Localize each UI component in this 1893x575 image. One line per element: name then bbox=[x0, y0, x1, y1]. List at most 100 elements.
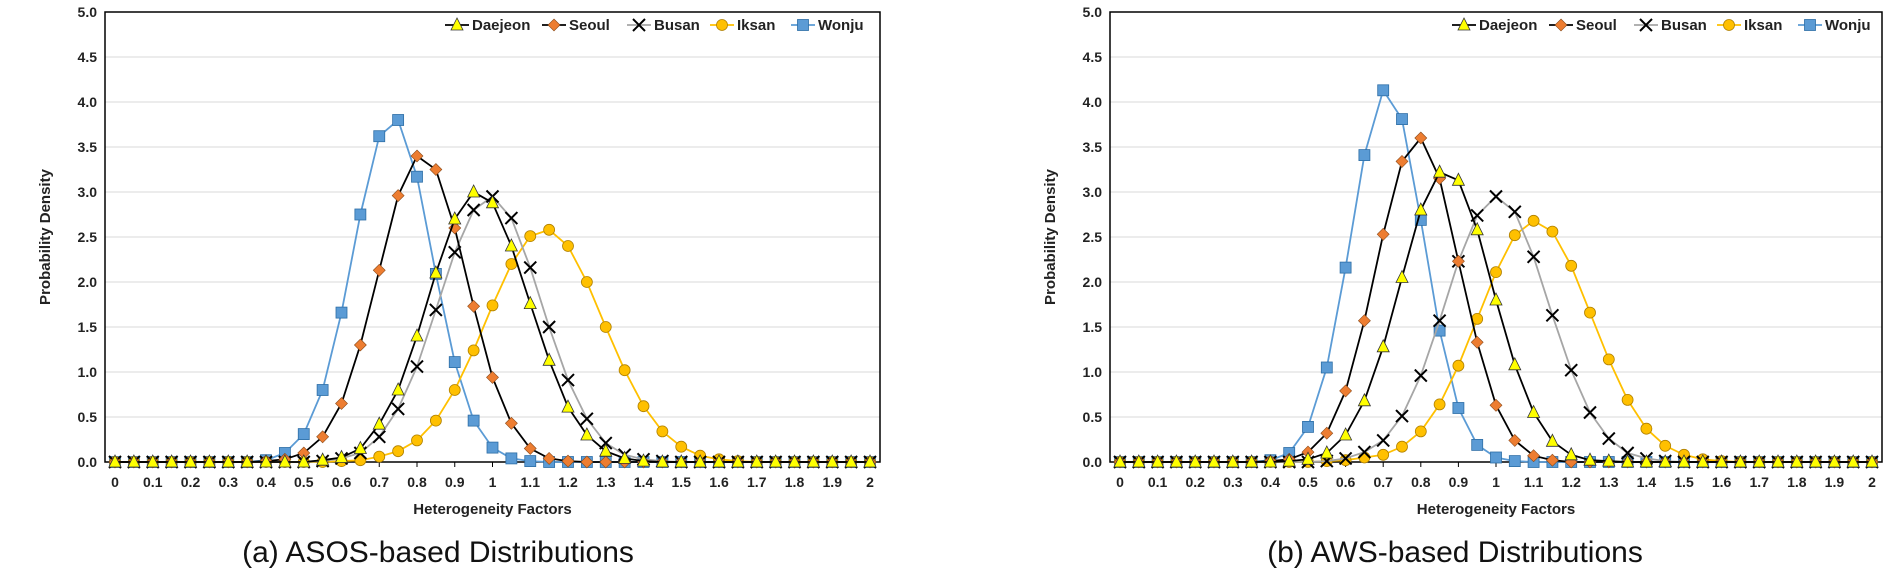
data-point-wonju bbox=[1302, 420, 1314, 433]
data-point-busan bbox=[1564, 363, 1578, 377]
data-point-iksan bbox=[599, 321, 612, 333]
y-tick-label: 0.0 bbox=[78, 454, 98, 470]
legend-label-daejeon: Daejeon bbox=[1479, 17, 1537, 34]
x-tick-label: 1.6 bbox=[709, 474, 729, 490]
legend-marker-daejeon bbox=[450, 17, 464, 31]
x-tick-label: 0.6 bbox=[332, 474, 352, 490]
data-point-seoul bbox=[1470, 335, 1484, 349]
data-point-daejeon bbox=[750, 454, 764, 468]
x-tick-label: 1.7 bbox=[1749, 474, 1769, 490]
data-point-daejeon bbox=[504, 238, 519, 252]
data-point-iksan bbox=[1527, 214, 1540, 227]
data-point-daejeon bbox=[863, 454, 877, 468]
data-point-daejeon bbox=[466, 184, 481, 198]
x-tick-label: 1 bbox=[1492, 474, 1500, 490]
y-tick-label: 5.0 bbox=[78, 4, 98, 20]
data-point-daejeon bbox=[599, 443, 613, 457]
data-point-daejeon bbox=[315, 452, 330, 466]
x-tick-label: 0.5 bbox=[294, 474, 314, 490]
legend-label-iksan: Iksan bbox=[737, 17, 775, 34]
data-point-daejeon bbox=[259, 454, 273, 468]
data-point-daejeon bbox=[806, 454, 821, 468]
data-point-seoul bbox=[486, 370, 499, 384]
data-point-busan bbox=[1602, 431, 1616, 446]
y-tick-label: 2.5 bbox=[1083, 229, 1103, 245]
legend-marker-seoul bbox=[547, 18, 561, 32]
data-point-daejeon bbox=[1338, 427, 1353, 441]
data-point-daejeon bbox=[1508, 356, 1522, 371]
data-point-seoul bbox=[1414, 131, 1428, 145]
data-point-busan bbox=[466, 203, 481, 217]
data-point-seoul bbox=[410, 149, 424, 163]
x-tick-label: 1.2 bbox=[1561, 474, 1581, 490]
data-point-busan bbox=[1414, 368, 1428, 383]
data-point-daejeon bbox=[1451, 172, 1466, 186]
data-point-busan bbox=[1395, 409, 1409, 423]
data-point-daejeon bbox=[127, 454, 141, 468]
data-point-seoul bbox=[429, 163, 443, 176]
y-axis-label: Probability Density bbox=[37, 168, 54, 305]
data-point-iksan bbox=[543, 223, 556, 236]
data-point-seoul bbox=[1489, 398, 1503, 412]
data-point-daejeon bbox=[636, 453, 651, 467]
data-point-iksan bbox=[1659, 439, 1672, 452]
data-point-daejeon bbox=[1733, 454, 1748, 468]
data-point-daejeon bbox=[297, 454, 311, 468]
x-tick-label: 0 bbox=[1116, 474, 1124, 490]
data-point-daejeon bbox=[1696, 454, 1710, 468]
data-point-daejeon bbox=[485, 194, 500, 209]
data-point-daejeon bbox=[1357, 392, 1372, 407]
data-point-iksan bbox=[1396, 440, 1408, 453]
data-point-wonju bbox=[1508, 455, 1521, 468]
x-tick-label: 1.7 bbox=[747, 474, 767, 490]
data-point-daejeon bbox=[183, 454, 198, 468]
y-tick-label: 1.5 bbox=[78, 319, 98, 335]
legend-label-wonju: Wonju bbox=[1825, 17, 1871, 34]
legend-label-busan: Busan bbox=[654, 17, 700, 34]
data-point-seoul bbox=[1451, 254, 1465, 268]
data-point-busan bbox=[523, 260, 537, 275]
series-wonju bbox=[109, 114, 876, 468]
data-point-busan bbox=[1338, 451, 1353, 466]
y-tick-label: 2.0 bbox=[78, 274, 98, 290]
data-point-seoul bbox=[1320, 426, 1334, 440]
data-point-wonju bbox=[1377, 84, 1390, 97]
data-point-wonju bbox=[354, 208, 367, 221]
data-point-iksan bbox=[1546, 225, 1559, 238]
legend-marker-wonju bbox=[1804, 19, 1816, 31]
y-tick-label: 2.5 bbox=[78, 229, 98, 245]
legend: Daejeon Seoul Busan Iksan Wonju bbox=[445, 17, 864, 34]
data-point-daejeon bbox=[1226, 454, 1240, 468]
data-point-wonju bbox=[486, 441, 499, 454]
legend-marker-daejeon bbox=[1457, 17, 1471, 31]
data-point-iksan bbox=[1414, 425, 1427, 438]
data-point-daejeon bbox=[542, 352, 556, 366]
x-tick-label: 0.4 bbox=[256, 474, 276, 490]
data-point-seoul bbox=[599, 455, 613, 469]
y-tick-label: 5.0 bbox=[1083, 4, 1103, 20]
series-iksan bbox=[109, 223, 876, 468]
data-point-daejeon bbox=[1263, 454, 1278, 468]
data-point-iksan bbox=[1377, 448, 1390, 461]
data-point-busan bbox=[504, 211, 519, 225]
series-line-busan bbox=[1120, 195, 1872, 463]
data-point-iksan bbox=[467, 344, 480, 357]
data-point-daejeon bbox=[1301, 451, 1315, 465]
x-tick-label: 1.4 bbox=[1637, 474, 1657, 490]
data-point-daejeon bbox=[1658, 454, 1672, 468]
x-tick-label: 0 bbox=[111, 474, 119, 490]
x-tick-label: 1.1 bbox=[521, 474, 541, 490]
data-point-daejeon bbox=[1470, 221, 1484, 236]
data-point-daejeon bbox=[825, 454, 839, 468]
x-tick-label: 0.2 bbox=[1185, 474, 1205, 490]
data-point-daejeon bbox=[108, 454, 122, 468]
y-tick-label: 2.0 bbox=[1083, 274, 1103, 290]
caption-a: (a) ASOS-based Distributions bbox=[242, 536, 634, 569]
legend-marker-seoul bbox=[1554, 18, 1568, 32]
x-tick-label: 0.1 bbox=[1148, 474, 1168, 490]
x-tick-label: 0.3 bbox=[219, 474, 239, 490]
data-point-daejeon bbox=[1132, 454, 1146, 468]
data-point-daejeon bbox=[146, 454, 160, 468]
legend-label-seoul: Seoul bbox=[569, 17, 610, 34]
data-point-iksan bbox=[1584, 306, 1596, 319]
